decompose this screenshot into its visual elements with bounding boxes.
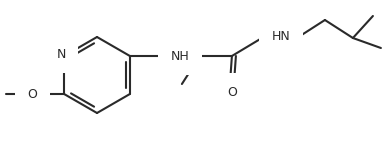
Text: HN: HN — [272, 30, 291, 42]
Text: O: O — [27, 87, 37, 100]
Text: O: O — [227, 85, 237, 99]
Text: NH: NH — [171, 50, 190, 63]
Text: N: N — [57, 48, 66, 60]
